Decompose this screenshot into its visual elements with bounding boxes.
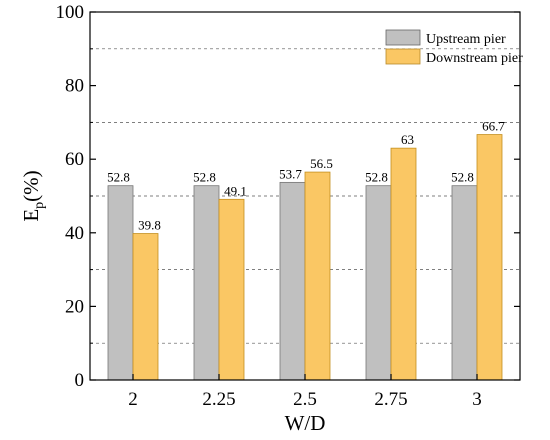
bar-upstream xyxy=(365,185,392,381)
x-tick-label: 3 xyxy=(472,389,482,410)
y-axis-title-subscript: p xyxy=(32,202,47,209)
bar-downstream xyxy=(132,233,159,381)
x-tick-label: 2.75 xyxy=(374,389,407,410)
y-axis-title-main: E xyxy=(19,209,43,222)
x-axis-title: W/D xyxy=(285,411,326,435)
y-tick-label: 20 xyxy=(65,296,84,317)
data-label-upstream: 52.8 xyxy=(365,170,388,185)
x-tick-label: 2 xyxy=(128,389,138,410)
data-label-upstream: 52.8 xyxy=(451,170,474,185)
legend-label-upstream: Upstream pier xyxy=(426,32,506,47)
data-label-downstream: 39.8 xyxy=(138,218,161,233)
bar-downstream xyxy=(390,147,417,381)
bar-upstream xyxy=(193,185,220,381)
data-labels: 52.8 39.8 52.8 49.1 53.7 56.5 52.8 63 52.8 66.7 xyxy=(107,119,505,233)
y-tick-label: 60 xyxy=(65,149,84,170)
bar-upstream xyxy=(107,185,134,381)
axis-ticks: 0 20 40 60 80 100 2 2.25 2.5 2.75 3 xyxy=(56,2,520,410)
y-axis-title: Ep(%) xyxy=(19,170,47,221)
x-tick-label: 2.5 xyxy=(293,389,317,410)
data-label-upstream: 53.7 xyxy=(279,166,302,181)
y-tick-label: 40 xyxy=(65,223,84,244)
bar-upstream xyxy=(279,181,306,381)
y-tick-label: 100 xyxy=(56,2,85,23)
bars xyxy=(107,134,503,381)
y-tick-label: 0 xyxy=(75,370,85,391)
data-label-upstream: 52.8 xyxy=(107,170,130,185)
data-label-downstream: 63 xyxy=(401,132,414,147)
data-label-downstream: 49.1 xyxy=(224,183,247,198)
data-label-downstream: 56.5 xyxy=(310,156,333,171)
legend: Upstream pier Downstream pier xyxy=(385,29,523,66)
bar-downstream xyxy=(218,198,245,381)
bar-upstream xyxy=(451,185,478,381)
data-label-downstream: 66.7 xyxy=(482,119,505,134)
data-label-upstream: 52.8 xyxy=(193,170,216,185)
legend-swatch-downstream xyxy=(385,48,421,65)
legend-swatch-upstream xyxy=(385,29,421,46)
x-tick-label: 2.25 xyxy=(202,389,235,410)
y-tick-label: 80 xyxy=(65,76,84,97)
bar-downstream xyxy=(304,171,331,381)
legend-label-downstream: Downstream pier xyxy=(426,51,523,66)
bar-downstream xyxy=(476,134,503,381)
y-axis-title-unit: (%) xyxy=(19,170,43,201)
